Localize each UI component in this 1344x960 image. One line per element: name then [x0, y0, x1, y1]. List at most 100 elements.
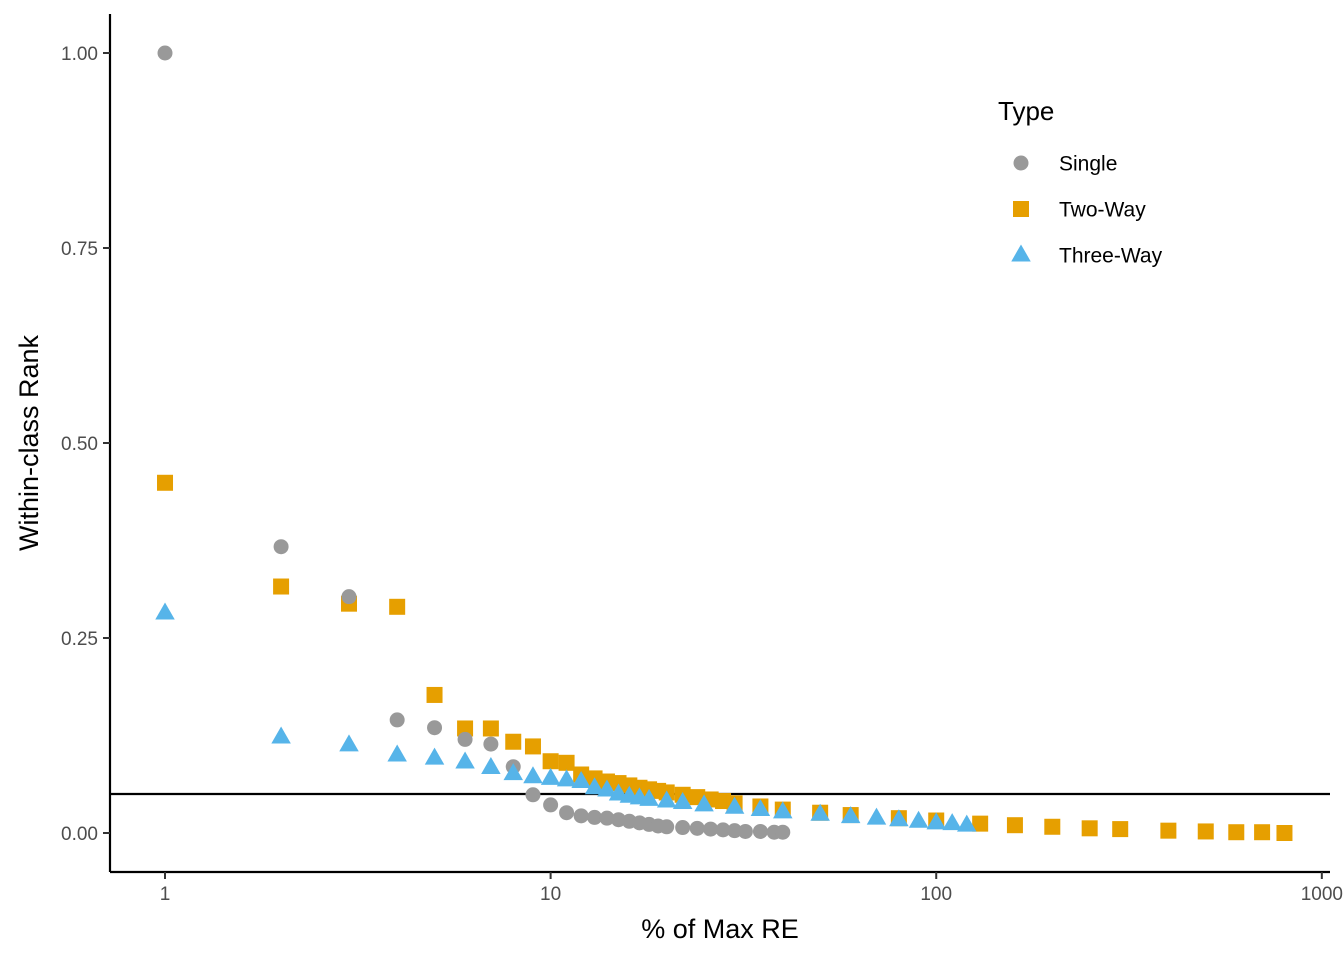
series-three-way — [155, 602, 977, 832]
data-point — [482, 720, 499, 737]
data-point — [1197, 823, 1214, 840]
data-point — [457, 731, 473, 747]
data-point — [810, 803, 830, 821]
data-point — [524, 738, 541, 755]
data-point — [775, 824, 791, 840]
data-point — [1044, 818, 1061, 835]
series-two-way — [157, 474, 1293, 841]
data-point — [724, 796, 745, 814]
y-tick-label: 0.50 — [61, 434, 98, 455]
axes-layer: 0.00 0.25 0.50 0.75 1.00 1 10 100 1000 — [61, 14, 1343, 905]
data-point — [483, 736, 499, 752]
data-point — [1276, 825, 1293, 841]
data-point — [703, 821, 719, 837]
data-point — [773, 801, 793, 819]
data-point — [1254, 824, 1271, 841]
data-point — [672, 792, 693, 810]
data-point — [584, 777, 605, 795]
data-point — [1006, 817, 1023, 834]
data-point — [503, 763, 523, 781]
legend-label: Single — [1059, 153, 1117, 176]
data-point — [727, 823, 743, 839]
data-point — [840, 806, 861, 824]
data-point — [387, 744, 407, 762]
y-tick-label: 0.75 — [61, 239, 98, 260]
data-point — [542, 753, 559, 770]
points-layer — [155, 45, 1293, 841]
data-point — [424, 747, 445, 765]
data-point — [1081, 820, 1098, 837]
legend-label: Three-Way — [1059, 245, 1163, 268]
data-point — [341, 589, 357, 605]
data-point — [558, 754, 575, 771]
y-tick-label: 0.00 — [61, 824, 98, 845]
y-tick-label: 1.00 — [61, 44, 98, 65]
x-axis-title: % of Max RE — [641, 914, 799, 944]
data-point — [573, 808, 589, 824]
legend-key-square — [1013, 201, 1029, 217]
data-point — [694, 794, 714, 812]
x-tick-label: 100 — [920, 884, 952, 905]
data-point — [1228, 824, 1245, 841]
data-point — [942, 813, 962, 831]
data-point — [505, 733, 522, 750]
data-point — [908, 810, 929, 828]
data-point — [271, 726, 291, 744]
x-tick-label: 10 — [540, 884, 561, 905]
data-point — [157, 474, 174, 491]
data-point — [866, 807, 887, 825]
data-point — [273, 578, 290, 595]
data-point — [599, 810, 615, 826]
data-point — [157, 45, 173, 61]
legend-item: Single — [1013, 153, 1117, 176]
data-point — [540, 767, 561, 785]
legend-key-circle — [1013, 155, 1029, 171]
data-point — [556, 769, 577, 787]
data-point — [339, 734, 359, 752]
data-point — [597, 779, 617, 797]
data-point — [1112, 821, 1129, 838]
data-point — [525, 787, 541, 803]
data-point — [273, 539, 289, 555]
data-point — [750, 799, 771, 817]
data-point — [543, 797, 559, 813]
data-point — [889, 809, 909, 827]
legend-key-triangle — [1011, 244, 1031, 262]
data-point — [752, 823, 768, 839]
series-single — [157, 45, 791, 840]
data-point — [659, 819, 675, 835]
data-point — [426, 686, 443, 703]
data-point — [972, 815, 989, 832]
data-point — [571, 770, 591, 788]
data-point — [957, 814, 977, 832]
data-point — [559, 805, 575, 821]
x-tick-label: 1 — [160, 884, 171, 905]
data-point — [481, 756, 501, 774]
legend: Type Single Two-Way Three-Way — [998, 96, 1163, 268]
data-point — [926, 812, 946, 830]
data-point — [427, 720, 443, 736]
data-point — [715, 822, 731, 838]
data-point — [675, 820, 691, 836]
data-point — [639, 788, 659, 806]
legend-items: Single Two-Way Three-Way — [1011, 153, 1163, 268]
legend-item: Three-Way — [1011, 244, 1163, 268]
data-point — [523, 766, 543, 784]
data-point — [656, 790, 677, 808]
legend-title: Type — [998, 96, 1054, 126]
data-point — [389, 712, 405, 728]
data-point — [389, 598, 406, 615]
data-point — [689, 820, 705, 836]
data-point — [457, 720, 474, 737]
y-axis-title: Within-class Rank — [14, 334, 44, 551]
data-point — [455, 751, 475, 769]
y-tick-label: 0.25 — [61, 629, 98, 650]
legend-label: Two-Way — [1059, 199, 1146, 222]
data-point — [737, 823, 753, 839]
data-point — [1160, 822, 1177, 839]
data-point — [155, 602, 175, 620]
legend-item: Two-Way — [1013, 199, 1146, 222]
x-tick-label: 1000 — [1301, 884, 1343, 905]
data-point — [587, 809, 603, 825]
